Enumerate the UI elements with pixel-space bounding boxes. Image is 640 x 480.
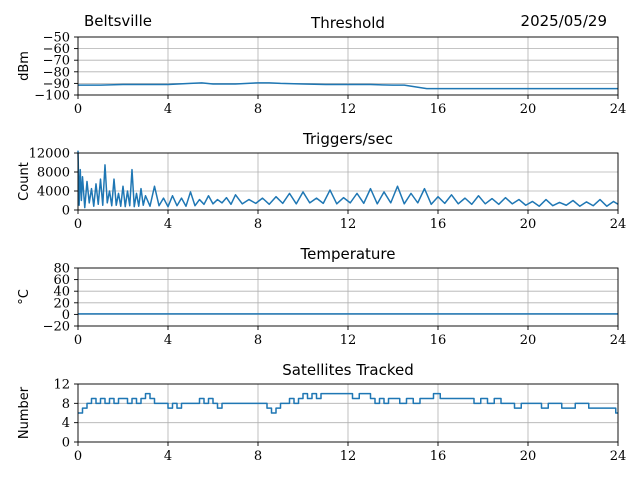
x-tick-label: 8 — [254, 217, 262, 232]
y-tick-label: 4000 — [37, 185, 70, 200]
y-tick-label: 4 — [62, 416, 70, 431]
chart-panel-2: 0 4 8 12 16 20 24 0 4000 8000 12000 Triggers/sec Cou… — [17, 130, 626, 232]
y-axis-label: °C — [17, 289, 32, 305]
x-tick-label: 4 — [164, 333, 172, 348]
x-tick-label: 24 — [610, 449, 627, 464]
series-line-1 — [77, 150, 619, 209]
x-tick-label: 4 — [164, 102, 172, 117]
y-tick-label: −20 — [43, 320, 70, 335]
x-tick-label: 8 — [254, 449, 262, 464]
chart-title: Threshold — [310, 14, 385, 32]
x-tick-label: 0 — [74, 449, 82, 464]
chart-title: Triggers/sec — [302, 130, 393, 148]
x-tick-label: 12 — [340, 102, 357, 117]
y-tick-label: 20 — [53, 296, 70, 311]
x-tick-label: 12 — [340, 217, 357, 232]
chart-panel-1: 0 4 8 12 16 20 24 −50−60−70−80−90−100 Threshold d… — [17, 14, 626, 117]
x-tick-label: 24 — [610, 102, 627, 117]
y-tick-label: 8 — [62, 397, 70, 412]
y-tick-label: 12000 — [29, 147, 70, 162]
x-tick-label: 24 — [610, 333, 627, 348]
y-tick-label: 0 — [62, 436, 70, 451]
x-tick-label: 20 — [520, 217, 537, 232]
x-tick-label: 8 — [254, 333, 262, 348]
y-tick-label: −70 — [43, 54, 70, 69]
x-tick-label: 4 — [164, 217, 172, 232]
station-label: Beltsville — [84, 12, 152, 30]
y-tick-label: 60 — [53, 273, 70, 288]
y-tick-label: 40 — [53, 285, 70, 300]
y-axis-label: dBm — [17, 51, 32, 81]
y-axis-label: Count — [17, 162, 32, 201]
y-axis-label: Number — [17, 386, 32, 439]
y-tick-label: 12 — [53, 378, 70, 393]
chart-panel-4: 0 4 8 12 16 20 24 0 4 8 12 Satellites Tracked Number — [17, 361, 626, 464]
y-tick-label: −90 — [43, 77, 70, 92]
series-line-1 — [78, 82, 618, 90]
x-tick-label: 16 — [430, 217, 447, 232]
x-tick-label: 20 — [520, 333, 537, 348]
x-tick-label: 8 — [254, 102, 262, 117]
x-tick-label: 12 — [340, 333, 357, 348]
chart-title: Temperature — [299, 245, 395, 263]
x-tick-label: 4 — [164, 449, 172, 464]
y-tick-label: −60 — [43, 42, 70, 57]
x-tick-label: 16 — [430, 333, 447, 348]
x-tick-label: 20 — [520, 102, 537, 117]
chart-title: Satellites Tracked — [282, 361, 413, 379]
x-tick-label: 0 — [74, 333, 82, 348]
x-tick-label: 0 — [74, 102, 82, 117]
y-tick-label: −50 — [43, 31, 70, 46]
y-tick-label: 80 — [53, 262, 70, 277]
x-tick-label: 16 — [430, 102, 447, 117]
x-tick-label: 12 — [340, 449, 357, 464]
x-tick-label: 20 — [520, 449, 537, 464]
y-tick-label: 0 — [62, 308, 70, 323]
x-tick-label: 16 — [430, 449, 447, 464]
y-tick-label: 0 — [62, 204, 70, 219]
x-tick-label: 0 — [74, 217, 82, 232]
y-tick-label: −80 — [43, 65, 70, 80]
y-tick-label: −100 — [34, 89, 70, 104]
y-tick-label: 8000 — [37, 166, 70, 181]
x-tick-label: 24 — [610, 217, 627, 232]
series-line-1 — [78, 392, 618, 414]
date-label: 2025/05/29 — [520, 12, 607, 30]
